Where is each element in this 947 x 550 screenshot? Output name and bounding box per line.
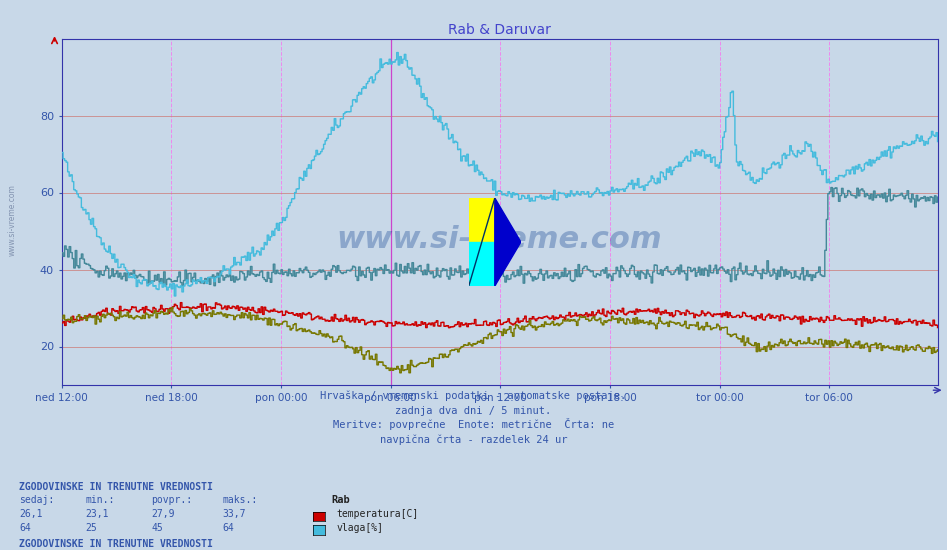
Text: vlaga[%]: vlaga[%] (336, 522, 384, 533)
Text: povpr.:: povpr.: (152, 495, 192, 505)
Text: Hrvaška / vremenski podatki - avtomatske postaje.: Hrvaška / vremenski podatki - avtomatske… (320, 390, 627, 401)
Text: 27,9: 27,9 (152, 509, 175, 519)
Text: 45: 45 (152, 522, 163, 533)
Text: www.si-vreme.com: www.si-vreme.com (8, 184, 17, 256)
Text: www.si-vreme.com: www.si-vreme.com (337, 225, 662, 254)
Text: 64: 64 (19, 522, 30, 533)
Text: sedaj:: sedaj: (19, 495, 54, 505)
Text: ZGODOVINSKE IN TRENUTNE VREDNOSTI: ZGODOVINSKE IN TRENUTNE VREDNOSTI (19, 539, 213, 549)
Text: navpična črta - razdelek 24 ur: navpična črta - razdelek 24 ur (380, 435, 567, 446)
Polygon shape (495, 198, 521, 286)
Text: 64: 64 (223, 522, 234, 533)
Text: Meritve: povprečne  Enote: metrične  Črta: ne: Meritve: povprečne Enote: metrične Črta:… (333, 419, 614, 431)
Bar (469, 198, 495, 242)
Text: 26,1: 26,1 (19, 509, 43, 519)
Text: 33,7: 33,7 (223, 509, 246, 519)
Text: maks.:: maks.: (223, 495, 258, 505)
Text: ZGODOVINSKE IN TRENUTNE VREDNOSTI: ZGODOVINSKE IN TRENUTNE VREDNOSTI (19, 481, 213, 492)
Text: Rab: Rab (331, 495, 350, 505)
Text: 23,1: 23,1 (85, 509, 109, 519)
Text: zadnja dva dni / 5 minut.: zadnja dva dni / 5 minut. (396, 405, 551, 416)
Title: Rab & Daruvar: Rab & Daruvar (448, 23, 551, 37)
Text: 25: 25 (85, 522, 97, 533)
Bar (469, 242, 495, 286)
Text: temperatura[C]: temperatura[C] (336, 509, 419, 519)
Text: min.:: min.: (85, 495, 115, 505)
